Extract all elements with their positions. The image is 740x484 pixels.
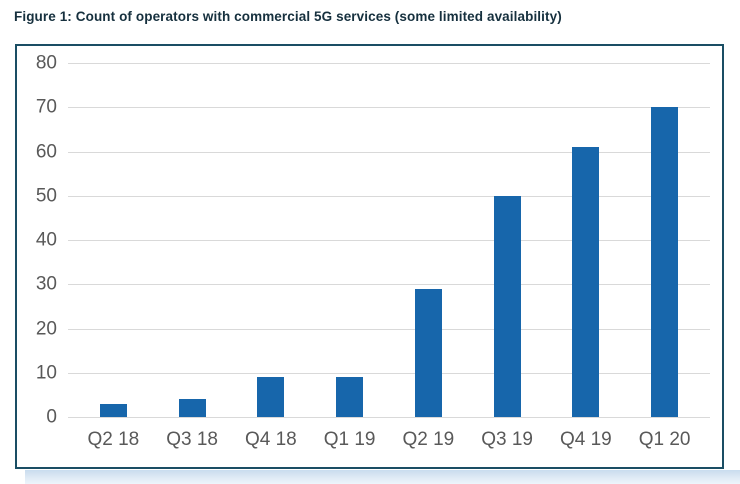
gridline-y-60: [68, 151, 710, 153]
bar-q3-18: [178, 399, 206, 417]
gridline-y-40: [68, 240, 710, 241]
gridline-y-10: [68, 372, 710, 374]
y-tick-label-40: 40: [35, 229, 57, 251]
gridline-y-50: [68, 195, 710, 197]
bar-slot-q4-18: [232, 63, 311, 417]
bar-q2-18: [99, 403, 127, 417]
bar-slot-q4-19: [547, 63, 626, 417]
x-tick-label-q4-18: Q4 18: [244, 429, 297, 450]
bar-slot-q3-19: [468, 63, 547, 417]
gridline-y-30: [68, 284, 710, 286]
x-tick-label-q2-18: Q2 18: [87, 429, 140, 450]
x-tick-label-q4-19: Q4 19: [559, 429, 612, 450]
x-tick-label-q1-20: Q1 20: [638, 429, 691, 450]
gridline-y-0: [68, 417, 710, 418]
y-tick-label-70: 70: [35, 96, 57, 118]
figure-title: Figure 1: Count of operators with commer…: [14, 9, 562, 24]
bar-slot-q1-20: [625, 63, 704, 417]
bars-container: [74, 63, 704, 417]
bar-q4-19: [572, 147, 600, 417]
plot-area: 0 10 20 30 40 50 60 70 80: [36, 54, 710, 427]
x-tick-label-q1-19: Q1 19: [323, 429, 376, 450]
y-tick-label-0: 0: [46, 406, 57, 428]
bar-slot-q1-19: [310, 63, 389, 417]
bar-q2-19: [414, 288, 442, 417]
bar-q1-19: [336, 377, 364, 417]
bar-slot-q2-18: [74, 63, 153, 417]
y-tick-label-30: 30: [35, 273, 57, 295]
y-tick-label-10: 10: [35, 362, 57, 384]
y-tick-label-50: 50: [35, 185, 57, 207]
x-tick-label-q2-19: Q2 19: [402, 429, 455, 450]
bar-q1-20: [651, 107, 679, 417]
x-axis-labels: Q2 18 Q3 18 Q4 18 Q1 19 Q2 19 Q3 19 Q4 19 Q1 20: [74, 429, 704, 451]
y-tick-label-80: 80: [35, 52, 57, 74]
y-tick-label-20: 20: [35, 318, 57, 339]
gridline-y-80: [68, 63, 710, 64]
bar-q4-18: [257, 377, 285, 417]
bar-slot-q3-18: [153, 63, 232, 417]
x-tick-label-q3-19: Q3 19: [481, 429, 533, 450]
bar-slot-q2-19: [389, 63, 468, 417]
x-tick-label-q3-18: Q3 18: [166, 429, 218, 450]
y-tick-label-60: 60: [35, 141, 57, 162]
bar-q3-19: [493, 195, 521, 417]
page-shadow-strip: [25, 470, 740, 484]
gridline-y-70: [68, 107, 710, 109]
gridline-y-20: [68, 328, 710, 330]
chart-box: 0 10 20 30 40 50 60 70 80 Q2 18 Q3 18 Q4 18 Q1 19 Q2…: [15, 44, 724, 469]
